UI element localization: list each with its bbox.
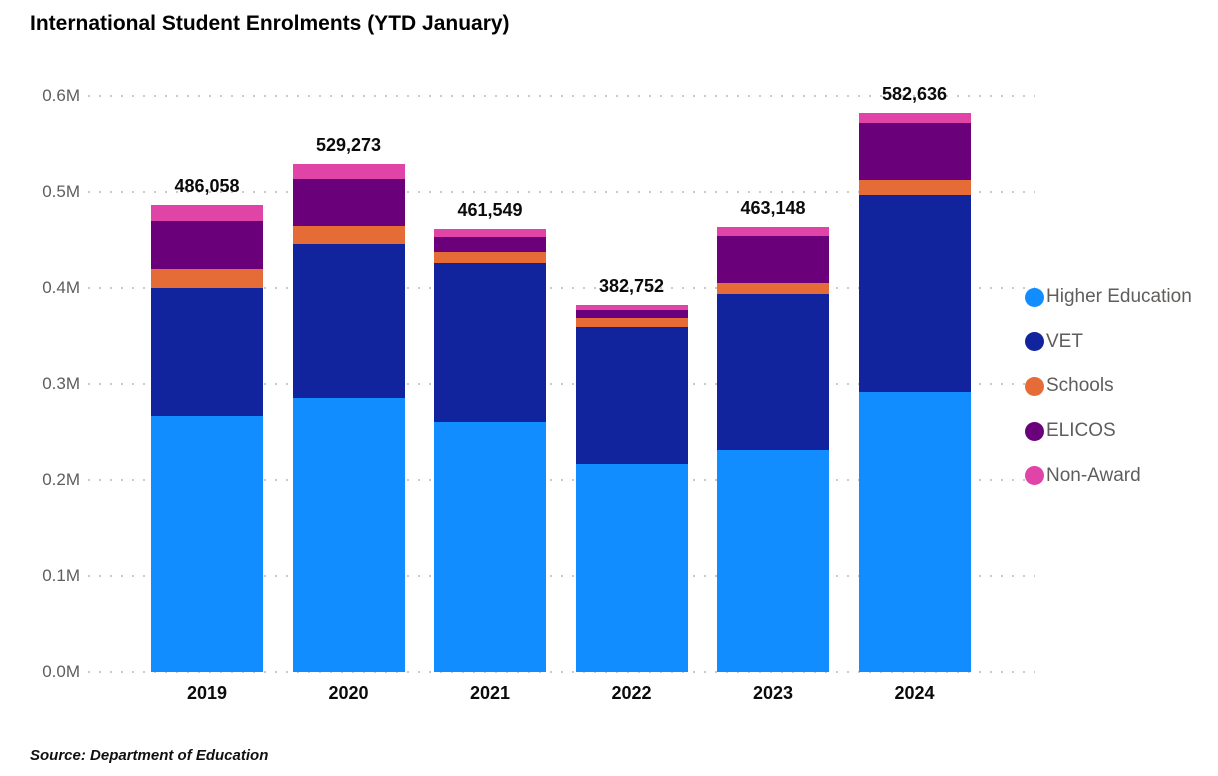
gridline [88, 575, 1035, 577]
bar-segment-vet-2020[interactable] [293, 244, 405, 398]
total-data-label-2019: 486,058 [174, 176, 240, 196]
bar-segment-schools-2019[interactable] [151, 269, 263, 288]
bar-segment-non-award-2020[interactable] [293, 164, 405, 179]
y-axis-tick-label: 0.1M [42, 566, 80, 585]
bar-segment-schools-2021[interactable] [434, 252, 546, 263]
bar-segment-vet-2024[interactable] [859, 195, 971, 392]
bar-segment-vet-2023[interactable] [717, 294, 829, 450]
bar-segment-non-award-2021[interactable] [434, 229, 546, 237]
y-axis-tick-label: 0.4M [42, 278, 80, 297]
gridline [88, 479, 1035, 481]
bar-segment-schools-2023[interactable] [717, 283, 829, 294]
legend-label: ELICOS [1046, 420, 1116, 442]
total-data-label-2022: 382,752 [598, 276, 665, 296]
total-data-label-2020: 529,273 [315, 135, 382, 155]
gridline [88, 287, 1035, 289]
bar-segment-elicos-2022[interactable] [576, 310, 688, 318]
bar-segment-higher-education-2021[interactable] [434, 422, 546, 672]
bar-segment-higher-education-2020[interactable] [293, 398, 405, 672]
legend-label: VET [1046, 330, 1083, 352]
gridline [88, 383, 1035, 385]
legend-swatch-icon [1025, 421, 1044, 441]
y-axis-tick-label: 0.2M [42, 470, 80, 489]
legend-swatch-icon [1025, 332, 1044, 352]
bar-segment-schools-2020[interactable] [293, 226, 405, 244]
total-data-label-2024: 582,636 [881, 84, 948, 104]
x-axis-label-2019: 2019 [186, 683, 228, 703]
legend-swatch-icon [1025, 376, 1044, 396]
y-axis-tick-label: 0.0M [42, 662, 80, 681]
gridline [88, 95, 1035, 97]
gridline [88, 191, 1035, 193]
bar-segment-higher-education-2023[interactable] [717, 450, 829, 672]
bar-segment-schools-2022[interactable] [576, 318, 688, 327]
bar-segment-vet-2022[interactable] [576, 327, 688, 464]
bar-segment-non-award-2024[interactable] [859, 113, 971, 123]
bar-segment-higher-education-2022[interactable] [576, 464, 688, 672]
total-data-label-2023: 463,148 [740, 198, 806, 218]
bar-segment-elicos-2020[interactable] [293, 179, 405, 226]
total-data-label-2021: 461,549 [457, 200, 523, 220]
y-axis-tick-label: 0.5M [42, 182, 80, 201]
gridline [88, 671, 1035, 673]
y-axis-tick-label: 0.3M [42, 374, 80, 393]
bar-segment-schools-2024[interactable] [859, 180, 971, 195]
bar-segment-elicos-2024[interactable] [859, 123, 971, 180]
bar-segment-elicos-2021[interactable] [434, 237, 546, 252]
x-axis-label-2023: 2023 [752, 683, 794, 703]
legend-item-higher-education[interactable]: Higher Education [1025, 285, 1192, 309]
source-note: Source: Department of Education [30, 747, 269, 764]
legend-label: Non-Award [1046, 464, 1141, 486]
legend-item-non-award[interactable]: Non-Award [1025, 464, 1141, 488]
bar-segment-non-award-2019[interactable] [151, 205, 263, 221]
bar-segment-vet-2021[interactable] [434, 263, 546, 422]
legend-label: Higher Education [1046, 286, 1192, 307]
bar-segment-non-award-2023[interactable] [717, 227, 829, 236]
legend-item-vet[interactable]: VET [1025, 330, 1083, 354]
bar-segment-elicos-2023[interactable] [717, 236, 829, 283]
x-axis-label-2022: 2022 [611, 683, 652, 703]
bar-segment-higher-education-2019[interactable] [151, 416, 263, 672]
x-axis-label-2020: 2020 [328, 683, 369, 703]
legend-swatch-icon [1025, 287, 1044, 307]
x-axis-label-2024: 2024 [894, 683, 935, 703]
bar-segment-non-award-2022[interactable] [576, 305, 688, 310]
bar-segment-vet-2019[interactable] [151, 288, 263, 416]
chart-title: International Student Enrolments (YTD Ja… [30, 12, 510, 35]
legend-label: Schools [1046, 375, 1114, 397]
bar-segment-higher-education-2024[interactable] [859, 392, 971, 672]
y-axis-tick-label: 0.6M [42, 86, 80, 105]
x-axis-label-2021: 2021 [469, 683, 511, 703]
legend-item-schools[interactable]: Schools [1025, 374, 1114, 398]
legend-item-elicos[interactable]: ELICOS [1025, 419, 1116, 443]
bar-segment-elicos-2019[interactable] [151, 221, 263, 269]
legend-swatch-icon [1025, 466, 1044, 486]
